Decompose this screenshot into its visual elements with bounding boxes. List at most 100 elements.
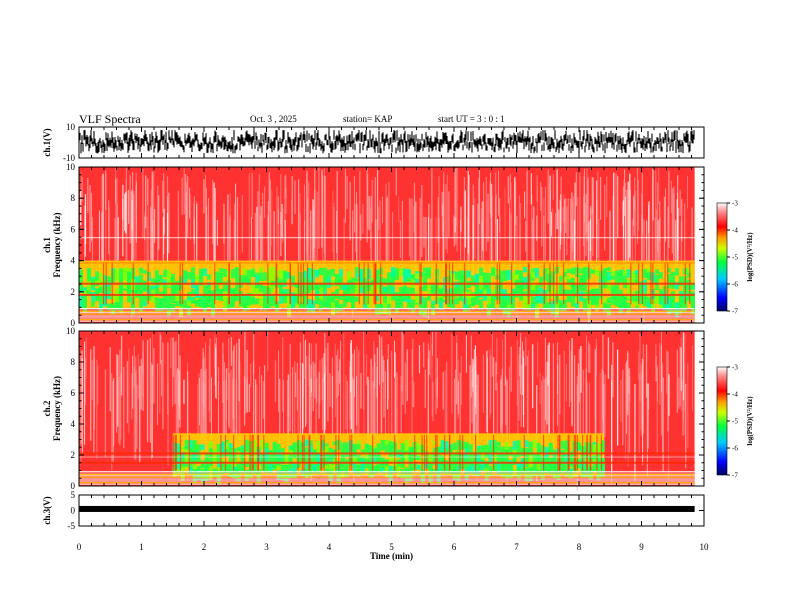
green-cell — [107, 303, 111, 311]
spectrogram-streak — [142, 364, 144, 398]
green-cell — [607, 297, 611, 304]
band-break — [367, 262, 369, 305]
band-break — [267, 262, 269, 305]
spectrogram-streak — [273, 211, 275, 275]
green-cell — [127, 289, 131, 303]
spectrogram-streak — [145, 175, 147, 229]
green-cell — [223, 268, 227, 277]
x-tick-label: 7 — [514, 542, 519, 552]
band-break — [557, 434, 559, 471]
green-cell — [263, 293, 267, 306]
spectrogram-streak — [655, 356, 657, 382]
green-cell — [376, 453, 381, 465]
green-cell — [467, 270, 471, 278]
spectrogram-streak — [287, 374, 289, 418]
spectrogram-streak — [683, 363, 685, 435]
green-cell — [327, 276, 331, 288]
spectrogram-streak — [520, 333, 522, 387]
green-cell — [516, 452, 521, 458]
green-cell — [91, 278, 95, 287]
band-break — [220, 434, 222, 471]
green-cell — [208, 444, 213, 458]
green-cell — [275, 302, 279, 313]
green-cell — [476, 448, 481, 454]
spectrogram-streak — [438, 218, 440, 302]
spectrogram-streak — [356, 204, 358, 292]
green-cell — [671, 299, 675, 313]
band-break — [543, 262, 545, 305]
green-cell — [647, 296, 651, 305]
spectrogram-streak — [482, 201, 484, 252]
green-cell — [279, 269, 283, 280]
spectrogram-streak — [94, 346, 96, 408]
green-cell — [520, 447, 525, 454]
green-cell — [567, 291, 571, 303]
spectrogram-streak — [556, 342, 558, 427]
spectrogram-streak — [223, 203, 225, 244]
green-cell — [475, 284, 479, 296]
spectrogram-streak — [259, 215, 261, 301]
green-cell — [260, 453, 265, 466]
spectrogram-streak — [228, 337, 230, 426]
spectrogram-streak — [101, 212, 103, 299]
spectrogram-streak — [501, 368, 503, 477]
green-cell — [523, 291, 527, 297]
spectrogram-streak — [460, 355, 462, 405]
spectrogram-streak — [285, 187, 287, 214]
spectrogram-streak — [214, 334, 216, 369]
spectrogram-streak — [681, 199, 683, 242]
spectrogram-streak — [387, 343, 389, 399]
spectrogram-streak — [297, 380, 299, 443]
spectrogram-streak — [469, 365, 471, 463]
green-cell — [224, 441, 229, 450]
spectrogram-streak — [431, 343, 433, 417]
green-cell — [147, 285, 151, 295]
spectrogram-streak — [189, 187, 190, 219]
green-cell — [551, 284, 555, 299]
spectrogram-streak — [299, 342, 302, 447]
spectrogram-streak — [612, 342, 614, 398]
spectrogram-streak — [295, 372, 297, 398]
green-cell — [231, 291, 235, 305]
green-cell — [383, 293, 387, 300]
green-cell — [519, 282, 523, 290]
spectrogram-streak — [550, 211, 552, 237]
band-break — [239, 262, 241, 305]
green-cell — [287, 296, 291, 306]
green-cell — [220, 453, 225, 458]
spectrogram-streak — [198, 377, 200, 426]
green-cell — [536, 449, 541, 462]
green-cell — [220, 441, 225, 454]
green-cell — [355, 271, 359, 278]
spectrogram-streak — [146, 216, 148, 272]
spectrogram-streak — [657, 219, 659, 268]
green-cell — [615, 301, 619, 307]
spectrogram-streak — [382, 356, 384, 383]
spectrogram-streak — [251, 173, 253, 219]
spectrogram-streak — [682, 374, 684, 421]
spectrogram-streak — [254, 379, 257, 458]
spectrogram-streak — [233, 220, 235, 292]
spectrogram-streak — [523, 357, 525, 428]
spectrogram-streak — [559, 210, 561, 300]
spectrogram-streak — [563, 350, 565, 441]
spectrogram-streak — [329, 373, 331, 407]
spectrogram-streak — [269, 179, 271, 278]
spectrogram-streak — [573, 220, 576, 295]
band-break — [414, 434, 416, 471]
spectrogram-streak — [372, 366, 374, 440]
spectrogram-streak — [659, 217, 661, 287]
green-cell — [283, 292, 287, 304]
green-cell — [288, 450, 293, 455]
green-cell — [135, 276, 139, 285]
spectrogram-streak — [680, 337, 682, 411]
spectrogram-streak — [489, 181, 491, 214]
green-cell — [127, 271, 131, 285]
green-cell — [244, 445, 249, 452]
spectrogram-streak — [388, 372, 390, 444]
spectrogram-streak — [204, 383, 206, 451]
spectrogram-streak — [308, 342, 311, 440]
green-cell — [91, 291, 95, 302]
green-cell — [568, 456, 573, 467]
spectrogram-streak — [163, 173, 165, 255]
